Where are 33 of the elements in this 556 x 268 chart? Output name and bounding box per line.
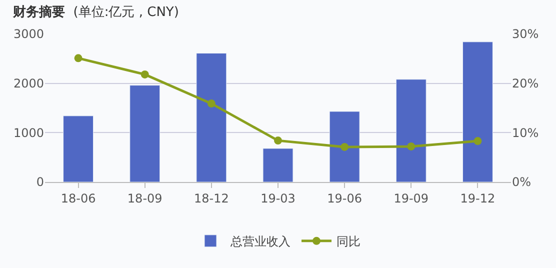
- x-tick-label: 19-06: [327, 191, 362, 206]
- bar: [196, 52, 227, 182]
- legend-label: 总营业收入: [230, 234, 290, 249]
- point: [140, 70, 149, 78]
- bar: [396, 79, 426, 182]
- x-tick-label: 18-09: [127, 191, 162, 206]
- point: [74, 54, 82, 62]
- x-tick-label: 18-06: [60, 191, 96, 206]
- y2-tick-label: 20%: [512, 76, 539, 91]
- point: [274, 136, 282, 145]
- y2-tick-label: 30%: [512, 27, 539, 42]
- x-tick-label: 19-09: [394, 191, 429, 206]
- point: [207, 100, 216, 108]
- bar: [462, 42, 493, 182]
- x-tick-label: 19-12: [460, 191, 496, 206]
- bar: [63, 116, 94, 182]
- bar: [130, 85, 160, 182]
- y-tick-label: 3000: [13, 27, 44, 42]
- chart-subtitle: (单位:亿元 , CNY): [73, 5, 179, 20]
- point: [407, 142, 416, 150]
- point: [340, 142, 349, 151]
- x-tick-label: 18-12: [194, 191, 229, 206]
- y-tick-label: 0: [36, 175, 44, 190]
- point: [474, 137, 482, 146]
- y-tick-label: 2000: [13, 76, 44, 91]
- y-tick-label: 1000: [13, 126, 44, 140]
- bar: [262, 148, 294, 182]
- bar: [329, 111, 360, 182]
- legend-label: 同比: [336, 234, 360, 249]
- y2-tick-label: 10%: [512, 126, 539, 140]
- chart-title: 财务摘要: [12, 4, 65, 20]
- x-tick-label: 19-03: [260, 191, 296, 206]
- y2-tick-label: 0%: [512, 175, 532, 190]
